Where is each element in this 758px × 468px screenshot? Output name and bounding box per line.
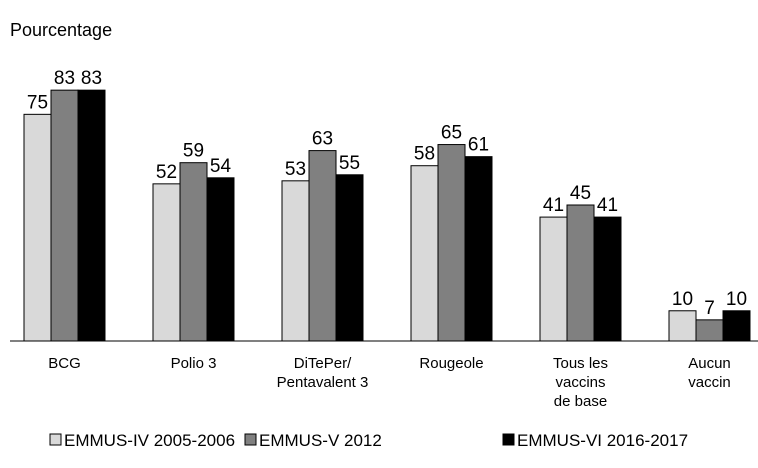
bar <box>335 174 364 342</box>
data-label: 10 <box>726 289 747 310</box>
data-label: 83 <box>81 68 102 89</box>
data-label: 75 <box>27 92 48 113</box>
bar <box>206 177 235 342</box>
data-label: 55 <box>339 153 360 174</box>
x-tick-label: BCG <box>48 355 81 372</box>
bar <box>464 156 493 342</box>
x-tick-label: DiTePer/ Pentavalent 3 <box>276 355 369 391</box>
bar <box>77 89 106 342</box>
data-label: 45 <box>570 183 591 204</box>
bar <box>281 180 310 342</box>
bar <box>23 113 52 342</box>
x-tick-label: Aucun vaccin <box>688 355 731 391</box>
bar <box>566 204 595 342</box>
legend-label: EMMUS-VI 2016-2017 <box>517 431 688 450</box>
legend-label: EMMUS-V 2012 <box>259 431 382 450</box>
data-label: 59 <box>183 141 204 162</box>
data-label: 10 <box>672 289 693 310</box>
bar <box>593 216 622 342</box>
bar <box>179 162 208 342</box>
legend-swatch <box>49 433 62 446</box>
data-label: 52 <box>156 162 177 183</box>
data-label: 65 <box>441 123 462 144</box>
y-axis-label: Pourcentage <box>10 20 112 40</box>
bar <box>668 310 697 342</box>
bar <box>50 89 79 342</box>
bar <box>410 165 439 342</box>
data-label: 54 <box>210 156 232 177</box>
x-tick-label: Rougeole <box>419 355 484 372</box>
bar <box>539 216 568 342</box>
data-label: 63 <box>312 129 333 150</box>
data-label: 41 <box>597 195 618 216</box>
data-label: 83 <box>54 68 75 89</box>
bar <box>152 183 181 342</box>
x-tick-label: Tous les vaccins de base <box>552 355 609 410</box>
bar <box>722 310 751 342</box>
bar <box>437 144 466 342</box>
data-label: 58 <box>414 144 435 165</box>
legend-label: EMMUS-IV 2005-2006 <box>64 431 235 450</box>
data-label: 61 <box>468 135 489 156</box>
data-label: 41 <box>543 195 564 216</box>
legend-swatch <box>502 433 515 446</box>
legend-swatch <box>244 433 257 446</box>
bar <box>695 319 724 342</box>
x-tick-label: Polio 3 <box>170 355 217 372</box>
bar <box>308 150 337 342</box>
data-label: 53 <box>285 159 306 180</box>
data-label: 7 <box>704 298 715 319</box>
